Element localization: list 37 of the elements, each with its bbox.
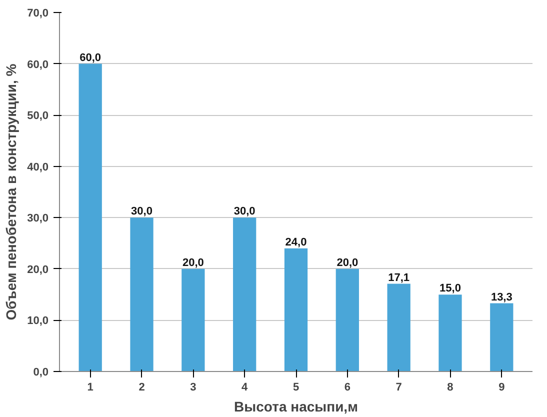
y-axis-title: Объем пенобетона в конструкции, % (3, 63, 20, 320)
y-tick-label: 50,0 (27, 110, 49, 122)
bar (130, 218, 154, 372)
data-label: 30,0 (234, 206, 256, 218)
data-label: 24,0 (285, 236, 307, 248)
x-tick-label: 2 (138, 382, 145, 394)
x-tick-label: 9 (498, 382, 505, 394)
y-tick-label: 0,0 (33, 366, 49, 378)
data-label: 60,0 (80, 52, 102, 64)
y-tick-label: 10,0 (27, 315, 49, 328)
x-tick-label: 1 (87, 382, 94, 394)
x-tick-label: 7 (396, 382, 402, 394)
data-label: 17,1 (388, 272, 410, 284)
bar (233, 218, 256, 372)
bar (490, 303, 514, 372)
x-tick-label: 4 (242, 382, 249, 394)
y-tick-label: 20,0 (27, 264, 49, 276)
bar (387, 284, 410, 372)
x-tick-label: 6 (344, 382, 350, 394)
data-label: 30,0 (131, 206, 152, 218)
bar (336, 268, 359, 372)
y-tick-label: 30,0 (27, 212, 49, 225)
data-label: 20,0 (336, 256, 358, 269)
data-label: 20,0 (182, 256, 204, 269)
bar (78, 64, 102, 372)
bar (284, 248, 308, 372)
bar (182, 268, 205, 372)
x-tick-label: 3 (190, 382, 196, 394)
data-label: 15,0 (440, 282, 461, 295)
y-tick-label: 70,0 (27, 8, 49, 20)
bar (438, 294, 462, 372)
y-tick-label: 60,0 (27, 58, 49, 71)
x-tick-label: 8 (447, 382, 454, 394)
x-tick-label: 5 (292, 382, 300, 394)
x-axis-title: Высота насыпи,м (234, 398, 358, 414)
data-label: 13,3 (490, 291, 512, 304)
y-tick-label: 40,0 (27, 161, 49, 174)
